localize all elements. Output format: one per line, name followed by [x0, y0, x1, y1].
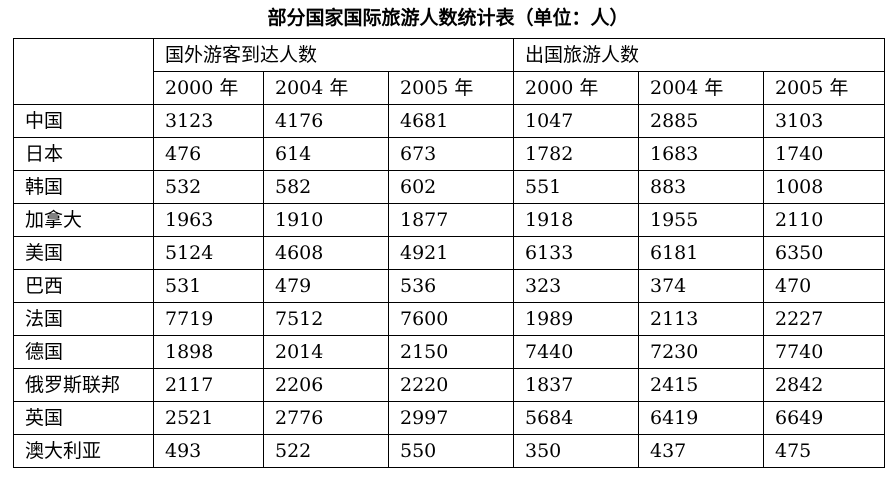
value-cell: 2206 [263, 368, 389, 402]
value-cell: 532 [153, 170, 264, 204]
table-row: 韩国 532 582 602 551 883 1008 [13, 170, 886, 204]
value-cell: 1898 [153, 335, 264, 369]
value-cell: 1837 [513, 368, 639, 402]
value-cell: 550 [388, 434, 514, 468]
table-row: 中国 3123 4176 4681 1047 2885 3103 [13, 104, 886, 138]
value-cell: 4176 [263, 104, 389, 138]
value-cell: 1955 [638, 203, 764, 237]
value-cell: 2110 [762, 203, 886, 237]
value-cell: 6350 [762, 236, 886, 270]
value-cell: 7512 [263, 302, 389, 336]
table-row: 法国 7719 7512 7600 1989 2113 2227 [13, 302, 886, 336]
value-cell: 493 [153, 434, 264, 468]
year-header: 2000 年 [513, 71, 639, 105]
country-cell: 加拿大 [13, 203, 154, 237]
table-row: 澳大利亚 493 522 550 350 437 475 [13, 434, 886, 468]
value-cell: 1918 [513, 203, 639, 237]
country-cell: 俄罗斯联邦 [13, 368, 154, 402]
value-cell: 6181 [638, 236, 764, 270]
value-cell: 2885 [638, 104, 764, 138]
value-cell: 6419 [638, 401, 764, 435]
value-cell: 1683 [638, 137, 764, 171]
value-cell: 2227 [762, 302, 886, 336]
value-cell: 7230 [638, 335, 764, 369]
corner-cell [13, 38, 154, 105]
value-cell: 1989 [513, 302, 639, 336]
value-cell: 6649 [762, 401, 886, 435]
value-cell: 2117 [153, 368, 264, 402]
year-header: 2004 年 [638, 71, 764, 105]
year-header: 2005 年 [388, 71, 514, 105]
value-cell: 1877 [388, 203, 514, 237]
table-title: 部分国家国际旅游人数统计表（单位：人） [267, 7, 629, 29]
value-cell: 1047 [513, 104, 639, 138]
group-header-outbound: 出国旅游人数 [512, 38, 886, 72]
value-cell: 5684 [513, 401, 639, 435]
value-cell: 2521 [153, 401, 264, 435]
value-cell: 3123 [153, 104, 264, 138]
value-cell: 531 [153, 269, 264, 303]
value-cell: 437 [638, 434, 764, 468]
value-cell: 2776 [263, 401, 389, 435]
value-cell: 7740 [762, 335, 886, 369]
value-cell: 350 [513, 434, 639, 468]
value-cell: 7719 [153, 302, 264, 336]
year-header: 2005 年 [762, 71, 886, 105]
value-cell: 2842 [762, 368, 886, 402]
country-cell: 中国 [13, 104, 154, 138]
country-cell: 英国 [13, 401, 154, 435]
value-cell: 536 [388, 269, 514, 303]
value-cell: 1008 [762, 170, 886, 204]
value-cell: 551 [513, 170, 639, 204]
year-header: 2004 年 [263, 71, 389, 105]
country-cell: 日本 [13, 137, 154, 171]
value-cell: 7600 [388, 302, 514, 336]
value-cell: 1782 [513, 137, 639, 171]
year-header: 2000 年 [153, 71, 264, 105]
value-cell: 2113 [638, 302, 764, 336]
value-cell: 614 [263, 137, 389, 171]
value-cell: 2997 [388, 401, 514, 435]
country-cell: 韩国 [13, 170, 154, 204]
country-cell: 美国 [13, 236, 154, 270]
table-row: 日本 476 614 673 1782 1683 1740 [13, 137, 886, 171]
value-cell: 374 [638, 269, 764, 303]
value-cell: 4921 [388, 236, 514, 270]
group-header-inbound: 国外游客到达人数 [153, 38, 514, 72]
value-cell: 1963 [153, 203, 264, 237]
country-cell: 巴西 [13, 269, 154, 303]
country-cell: 德国 [13, 335, 154, 369]
value-cell: 582 [263, 170, 389, 204]
value-cell: 4681 [388, 104, 514, 138]
value-cell: 2150 [388, 335, 514, 369]
value-cell: 5124 [153, 236, 264, 270]
table-row: 巴西 531 479 536 323 374 470 [13, 269, 886, 303]
table-row: 英国 2521 2776 2997 5684 6419 6649 [13, 401, 886, 435]
value-cell: 673 [388, 137, 514, 171]
table-row: 加拿大 1963 1910 1877 1918 1955 2110 [13, 203, 886, 237]
value-cell: 883 [638, 170, 764, 204]
value-cell: 475 [762, 434, 886, 468]
table-row: 美国 5124 4608 4921 6133 6181 6350 [13, 236, 886, 270]
value-cell: 479 [263, 269, 389, 303]
value-cell: 522 [263, 434, 389, 468]
value-cell: 1740 [762, 137, 886, 171]
value-cell: 7440 [513, 335, 639, 369]
value-cell: 470 [762, 269, 886, 303]
table-row: 德国 1898 2014 2150 7440 7230 7740 [13, 335, 886, 369]
value-cell: 602 [388, 170, 514, 204]
value-cell: 3103 [762, 104, 886, 138]
value-cell: 476 [153, 137, 264, 171]
value-cell: 2014 [263, 335, 389, 369]
country-cell: 法国 [13, 302, 154, 336]
value-cell: 4608 [263, 236, 389, 270]
value-cell: 323 [513, 269, 639, 303]
value-cell: 6133 [513, 236, 639, 270]
tourism-statistics-table: 国外游客到达人数 出国旅游人数 2000 年 2004 年 2005 年 200… [13, 38, 886, 468]
value-cell: 2415 [638, 368, 764, 402]
value-cell: 1910 [263, 203, 389, 237]
country-cell: 澳大利亚 [13, 434, 154, 468]
table-row: 俄罗斯联邦 2117 2206 2220 1837 2415 2842 [13, 368, 886, 402]
value-cell: 2220 [388, 368, 514, 402]
